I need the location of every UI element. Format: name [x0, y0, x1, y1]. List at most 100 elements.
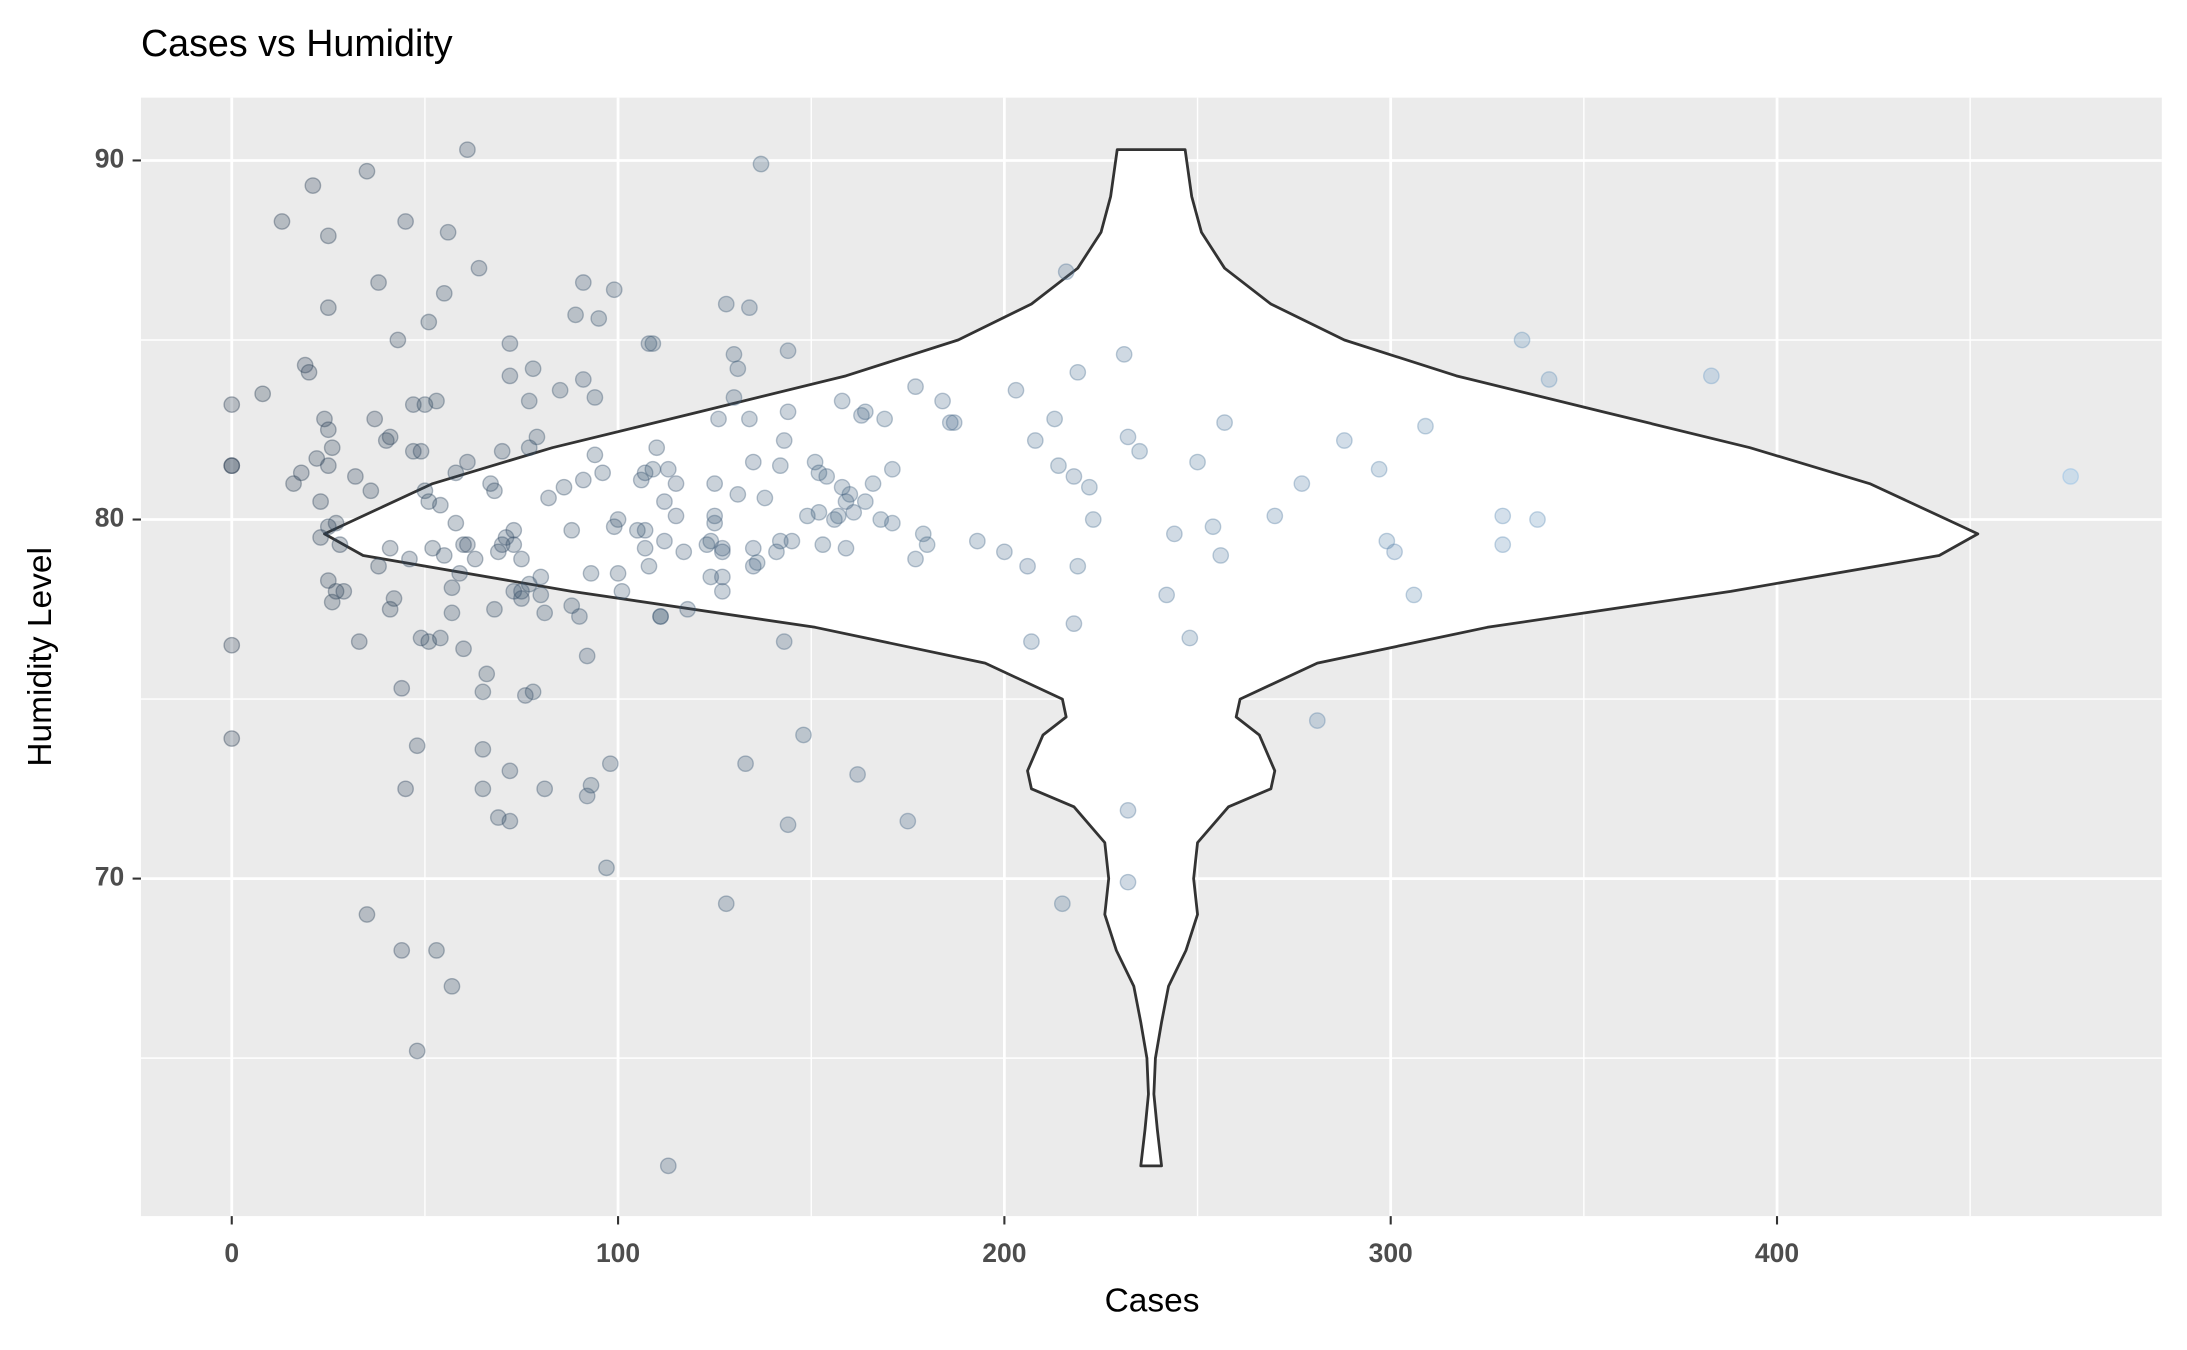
point [849, 766, 866, 783]
point [532, 568, 550, 586]
point [1308, 712, 1326, 729]
point [590, 310, 608, 327]
point [771, 532, 789, 550]
point [806, 453, 824, 471]
point [706, 507, 724, 525]
point [609, 565, 627, 582]
point [741, 410, 758, 428]
point [377, 432, 395, 449]
point [578, 787, 596, 805]
point [864, 475, 882, 492]
point [605, 518, 623, 536]
y-tick-label: 80 [95, 503, 124, 533]
point [358, 162, 376, 180]
point [420, 313, 438, 331]
point [513, 582, 530, 600]
point [540, 489, 557, 507]
point [571, 608, 588, 625]
point [316, 410, 333, 428]
point [319, 299, 337, 317]
point [420, 493, 438, 510]
point [1115, 345, 1133, 363]
point [319, 518, 337, 536]
point [555, 478, 573, 496]
point [536, 604, 554, 622]
x-tick-label: 200 [982, 1238, 1026, 1268]
point [563, 521, 581, 539]
point [1131, 442, 1148, 460]
point [833, 478, 851, 496]
point [420, 633, 438, 650]
point [501, 812, 519, 830]
point [389, 331, 407, 349]
point [714, 543, 731, 561]
point [482, 475, 499, 492]
point [1019, 557, 1036, 575]
point [447, 464, 465, 482]
point [370, 557, 387, 575]
point [918, 536, 936, 554]
point [934, 392, 951, 410]
point [1540, 371, 1558, 388]
point [582, 565, 600, 582]
point [1266, 507, 1284, 525]
point [1158, 586, 1176, 604]
point [323, 439, 341, 457]
point [598, 859, 615, 877]
point [435, 547, 453, 564]
point [366, 410, 384, 428]
point [714, 582, 731, 600]
y-tick-label: 90 [95, 143, 124, 173]
point [1065, 615, 1083, 633]
point [1216, 414, 1233, 431]
point [710, 410, 727, 428]
point [613, 582, 631, 600]
point [408, 737, 426, 755]
point [478, 665, 496, 683]
point [524, 683, 542, 701]
point [431, 629, 449, 647]
point [428, 942, 445, 959]
point [489, 809, 507, 826]
point [856, 493, 874, 510]
point [381, 428, 399, 446]
point [729, 360, 747, 378]
point [1069, 557, 1087, 575]
point [706, 475, 724, 492]
point [532, 586, 550, 604]
point [489, 543, 507, 561]
point [567, 306, 584, 324]
point [223, 636, 241, 654]
point [528, 428, 546, 446]
point [829, 507, 847, 525]
point [300, 363, 318, 381]
point [771, 457, 789, 475]
point [312, 493, 329, 510]
point [416, 482, 434, 500]
point [737, 755, 754, 773]
point [1494, 507, 1512, 525]
point [505, 582, 523, 600]
point [397, 213, 414, 230]
point [223, 457, 241, 475]
point [640, 335, 658, 352]
point [520, 392, 538, 410]
point [358, 906, 376, 923]
point [667, 475, 685, 492]
point [594, 464, 611, 482]
point [1069, 363, 1087, 381]
point [876, 410, 893, 428]
point [856, 403, 874, 421]
point [331, 536, 349, 554]
point [1405, 586, 1423, 604]
point [2062, 468, 2079, 485]
point [729, 486, 747, 503]
point [273, 213, 291, 230]
point [292, 464, 310, 482]
point [640, 557, 658, 575]
point [652, 608, 669, 625]
point [1023, 633, 1040, 650]
point [459, 453, 476, 471]
